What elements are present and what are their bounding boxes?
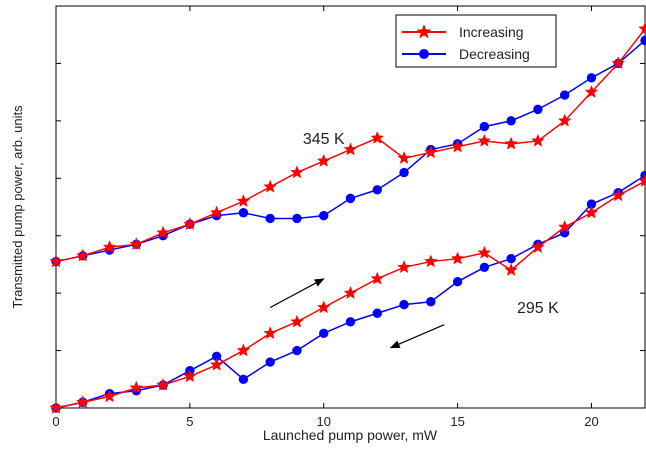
data-point-increasing xyxy=(504,262,518,276)
data-point-increasing xyxy=(584,205,599,219)
legend-label-increasing: Increasing xyxy=(459,24,524,40)
data-point-decreasing xyxy=(345,317,356,327)
data-point-increasing xyxy=(316,300,331,314)
data-point-increasing xyxy=(183,369,197,383)
data-point-increasing xyxy=(531,133,545,147)
data-point-increasing xyxy=(584,84,599,98)
temperature-label: 345 K xyxy=(303,131,345,148)
legend-item-decreasing: Decreasing xyxy=(402,46,530,62)
data-point-decreasing xyxy=(238,208,249,218)
data-point-increasing xyxy=(423,254,438,268)
data-point-increasing xyxy=(450,251,465,265)
data-point-increasing xyxy=(102,389,117,403)
data-point-increasing xyxy=(477,133,492,147)
data-point-increasing xyxy=(531,240,545,254)
data-point-increasing xyxy=(209,205,224,219)
data-point-increasing xyxy=(156,377,170,391)
data-point-decreasing xyxy=(319,210,329,221)
data-point-increasing xyxy=(557,219,572,233)
data-point-increasing xyxy=(450,139,465,153)
plot-frame xyxy=(55,5,646,409)
data-point-increasing xyxy=(423,145,438,159)
data-point-increasing xyxy=(397,151,411,164)
data-point-increasing xyxy=(156,225,170,239)
legend-item-increasing: Increasing xyxy=(402,24,524,40)
data-point-decreasing xyxy=(292,213,302,224)
data-point-decreasing xyxy=(399,167,409,178)
x-axis-ticks: 0 5 10 15 20 xyxy=(52,6,599,429)
data-point-increasing xyxy=(370,271,385,285)
data-point-increasing xyxy=(263,326,278,340)
series-group xyxy=(49,170,646,414)
data-point-increasing xyxy=(236,194,251,208)
x-tick-label: 20 xyxy=(584,414,598,429)
arrow-down-left-icon xyxy=(389,324,445,349)
data-point-increasing xyxy=(316,153,331,167)
data-point-decreasing xyxy=(426,297,436,307)
data-point-decreasing xyxy=(506,253,516,264)
temperature-label: 295 K xyxy=(517,300,559,317)
data-point-decreasing xyxy=(372,185,382,195)
data-point-increasing xyxy=(611,56,626,70)
data-point-decreasing xyxy=(479,262,490,272)
data-point-increasing xyxy=(638,21,646,35)
data-point-increasing xyxy=(75,395,90,409)
data-point-decreasing xyxy=(345,193,356,204)
y-axis-label: Transmitted pump power, arb. units xyxy=(10,105,25,309)
data-point-increasing xyxy=(343,142,358,156)
data-point-increasing xyxy=(477,245,492,259)
legend: Increasing Decreasing xyxy=(395,14,557,68)
x-tick-label: 0 xyxy=(52,414,59,429)
data-point-increasing xyxy=(611,188,626,202)
data-point-decreasing xyxy=(265,213,275,224)
data-point-decreasing xyxy=(479,121,490,132)
x-tick-label: 15 xyxy=(450,414,464,429)
data-point-increasing xyxy=(75,248,90,262)
series-group xyxy=(49,21,646,268)
data-point-increasing xyxy=(638,173,646,187)
star-marker-icon xyxy=(416,24,432,39)
data-point-decreasing xyxy=(452,276,463,287)
data-point-decreasing xyxy=(640,35,646,46)
data-point-increasing xyxy=(129,380,144,394)
data-point-decreasing xyxy=(559,90,570,100)
data-point-increasing xyxy=(557,113,572,127)
data-point-increasing xyxy=(290,165,304,179)
data-point-increasing xyxy=(183,217,197,231)
x-tick-label: 10 xyxy=(316,414,330,429)
arrow-up-right-icon xyxy=(269,278,325,309)
legend-label-decreasing: Decreasing xyxy=(459,46,530,62)
data-point-decreasing xyxy=(292,345,302,356)
annotation-layer: 345 K 295 K xyxy=(269,131,559,349)
data-point-increasing xyxy=(504,136,518,150)
data-point-decreasing xyxy=(399,299,409,310)
x-tick-label: 5 xyxy=(186,414,193,429)
data-point-increasing xyxy=(209,357,224,371)
data-point-decreasing xyxy=(372,308,382,318)
data-point-decreasing xyxy=(265,357,275,367)
data-point-increasing xyxy=(49,400,63,414)
plot-area: 0 5 10 15 20 345 K 295 K xyxy=(49,5,646,429)
data-point-decreasing xyxy=(506,116,516,126)
data-point-decreasing xyxy=(586,73,597,83)
x-axis-label: Launched pump power, mW xyxy=(263,427,438,443)
data-point-increasing xyxy=(370,130,385,144)
data-point-decreasing xyxy=(319,328,329,339)
data-point-increasing xyxy=(102,240,117,254)
data-point-decreasing xyxy=(238,374,249,384)
data-point-increasing xyxy=(236,343,251,357)
data-point-increasing xyxy=(397,260,411,274)
series-layer xyxy=(49,21,646,414)
circle-marker-icon xyxy=(419,49,429,59)
data-point-increasing xyxy=(129,237,144,251)
data-point-increasing xyxy=(263,179,278,193)
data-point-increasing xyxy=(343,285,358,299)
data-point-increasing xyxy=(290,314,304,328)
data-point-decreasing xyxy=(533,104,543,115)
data-point-increasing xyxy=(49,254,63,268)
